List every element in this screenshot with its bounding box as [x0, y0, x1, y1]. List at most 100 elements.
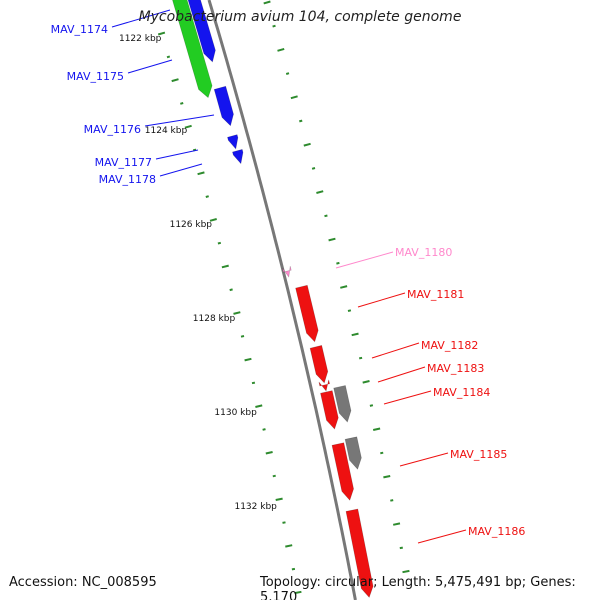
right-ring-tick	[372, 427, 381, 431]
left-ring-tick	[233, 311, 241, 315]
scale-label: 1122 kbp	[119, 34, 162, 44]
left-ring-tick	[240, 335, 245, 338]
right-ring-tick	[351, 332, 359, 337]
gene-label: MAV_1186	[468, 525, 525, 538]
left-ring-tick	[171, 78, 179, 83]
right-ring-tick	[316, 190, 324, 194]
gene-feature-red	[295, 284, 319, 343]
gene-leader-line	[159, 163, 203, 177]
right-ring-tick	[299, 119, 303, 123]
gene-leader-line	[144, 114, 215, 127]
gene-leader-line	[371, 342, 420, 359]
gene-feature-red	[320, 390, 339, 430]
scale-label: 1126 kbp	[170, 220, 213, 230]
right-ring-tick	[324, 214, 328, 218]
gene-label: MAV_1185	[450, 448, 507, 461]
right-ring-tick	[290, 95, 298, 100]
gene-label: MAV_1182	[421, 339, 478, 352]
gene-leader-line	[377, 366, 426, 383]
right-ring-tick	[380, 451, 384, 455]
right-ring-tick	[362, 380, 370, 384]
left-ring-tick	[265, 451, 273, 455]
gene-label: MAV_1177	[95, 156, 152, 169]
right-ring-tick	[383, 475, 391, 479]
left-ring-tick	[166, 55, 171, 59]
right-ring-tick	[277, 47, 285, 52]
gene-feature-red	[331, 442, 354, 501]
left-ring-tick	[229, 288, 233, 292]
gene-feature-blue	[232, 149, 244, 165]
left-ring-tick	[272, 474, 276, 478]
left-ring-tick	[285, 544, 293, 548]
right-ring-tick	[272, 24, 276, 28]
backbone-line	[207, 0, 357, 600]
left-ring-tick	[221, 264, 229, 269]
left-ring-tick	[197, 171, 205, 176]
right-ring-tick	[402, 569, 410, 574]
gene-label: MAV_1174	[51, 23, 108, 36]
left-ring-tick	[205, 195, 209, 198]
right-ring-tick	[303, 142, 311, 147]
accession-text: Accession: NC_008595	[9, 575, 157, 590]
topology-text: Topology: circular; Length: 5,475,491 bp…	[260, 575, 576, 600]
right-ring-tick	[358, 356, 363, 360]
right-ring-tick	[336, 261, 340, 265]
left-ring-tick	[217, 241, 222, 245]
left-ring-tick	[255, 404, 263, 408]
left-ring-tick	[282, 521, 286, 524]
gene-feature-blue	[213, 85, 234, 127]
left-ring-tick	[157, 31, 166, 36]
right-ring-tick	[263, 0, 271, 5]
gene-leader-line	[383, 390, 432, 405]
left-ring-tick	[184, 124, 192, 129]
gene-leader-line	[399, 452, 449, 467]
gene-leader-line	[127, 59, 173, 74]
gene-leader-line	[111, 9, 171, 28]
left-ring-tick	[192, 148, 197, 152]
scale-label: 1128 kbp	[193, 314, 236, 324]
left-ring-tick	[180, 102, 184, 105]
gene-feature-green	[172, 0, 213, 99]
left-ring-tick	[275, 497, 283, 501]
gene-label: MAV_1175	[67, 70, 124, 83]
gene-feature-blue	[227, 134, 239, 150]
gene-feature-red	[318, 379, 330, 392]
gene-label: MAV_1181	[407, 288, 464, 301]
gene-feature-blue	[187, 0, 216, 63]
right-ring-tick	[369, 404, 374, 407]
left-ring-tick	[244, 357, 252, 362]
gene-leader-line	[417, 529, 467, 544]
gene-label: MAV_1176	[84, 123, 141, 136]
gene-leader-line	[335, 251, 394, 269]
right-ring-tick	[340, 285, 348, 289]
gene-leader-line	[357, 292, 406, 308]
gene-label: MAV_1183	[427, 362, 484, 375]
scale-label: 1132 kbp	[234, 502, 277, 512]
gene-feature-gray	[333, 385, 352, 423]
right-ring-tick	[311, 167, 316, 170]
right-ring-tick	[392, 522, 401, 526]
right-ring-tick	[399, 546, 403, 550]
left-ring-tick	[262, 428, 266, 431]
right-ring-tick	[328, 237, 336, 242]
gene-leader-line	[155, 149, 199, 160]
gene-feature-red	[345, 508, 374, 598]
right-ring-tick	[285, 72, 290, 75]
left-ring-tick	[209, 218, 217, 222]
left-ring-tick	[291, 567, 296, 571]
left-ring-tick	[251, 381, 256, 385]
gene-feature-gray	[344, 436, 362, 470]
gene-feature-pink	[282, 266, 292, 278]
scale-label: 1130 kbp	[214, 408, 257, 418]
right-ring-tick	[390, 499, 394, 502]
right-ring-tick	[347, 309, 352, 312]
gene-label: MAV_1180	[395, 246, 452, 259]
gene-feature-red	[309, 345, 329, 384]
left-ring-tick	[294, 590, 302, 595]
gene-label: MAV_1184	[433, 386, 490, 399]
gene-label: MAV_1178	[99, 173, 156, 186]
scale-label: 1124 kbp	[145, 126, 188, 136]
backbone-halo	[206, 0, 359, 600]
